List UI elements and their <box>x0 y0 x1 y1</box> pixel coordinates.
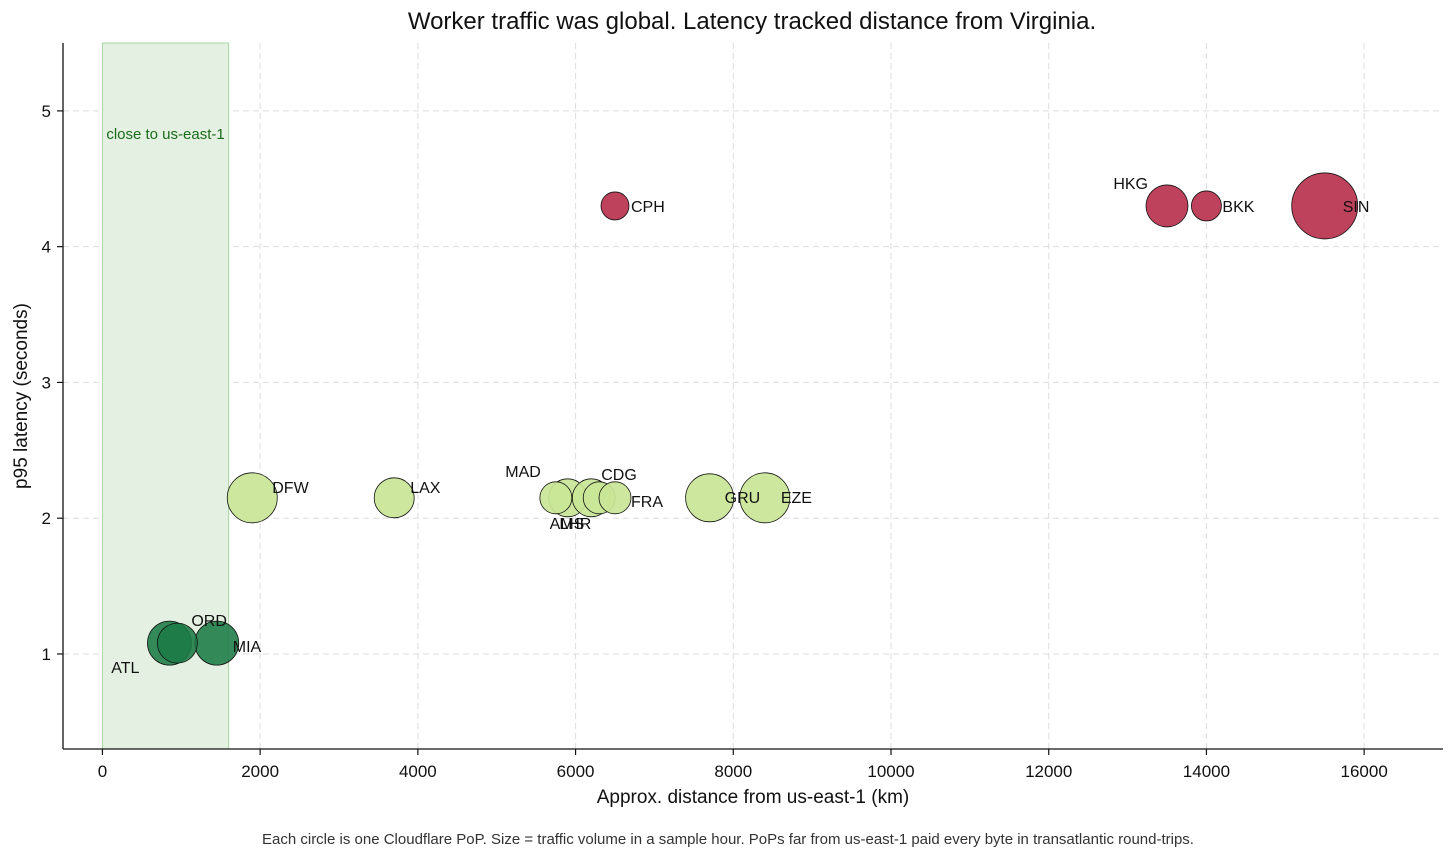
point-label-dfw: DFW <box>272 480 309 497</box>
point-label-bkk: BKK <box>1222 199 1254 216</box>
x-tick-label: 14000 <box>1183 762 1230 781</box>
point-hkg <box>1145 184 1189 228</box>
chart-title: Worker traffic was global. Latency track… <box>407 8 1097 35</box>
x-tick-label: 8000 <box>714 762 752 781</box>
point-gru <box>685 473 735 523</box>
point-label-ams: AMS <box>550 516 585 533</box>
point-ord <box>156 622 198 664</box>
point-bkk <box>1191 190 1222 222</box>
x-tick-label: 0 <box>98 762 107 781</box>
point-label-sin: SIN <box>1343 199 1370 216</box>
point-cph <box>600 191 630 221</box>
y-axis-label: p95 latency (seconds) <box>11 303 32 489</box>
chart-caption: Each circle is one Cloudflare PoP. Size … <box>262 831 1194 848</box>
y-tick-label: 2 <box>42 509 51 528</box>
point-label-cph: CPH <box>631 199 665 216</box>
x-tick-label: 4000 <box>399 762 437 781</box>
point-dfw <box>226 472 278 524</box>
x-tick-label: 10000 <box>867 762 914 781</box>
point-label-lhr: LHR <box>559 516 591 533</box>
near-band-label: close to us-east-1 <box>106 126 224 143</box>
point-mad <box>539 481 573 515</box>
y-tick-label: 3 <box>42 373 51 392</box>
point-label-hkg: HKG <box>1113 176 1148 193</box>
grid-layer <box>63 43 1443 749</box>
x-tick-label: 12000 <box>1025 762 1072 781</box>
points-layer <box>147 172 1359 666</box>
y-tick-label: 4 <box>42 238 51 257</box>
point-label-mia: MIA <box>233 639 262 656</box>
point-label-gru: GRU <box>725 490 761 507</box>
point-label-lax: LAX <box>410 480 441 497</box>
point-label-eze: EZE <box>781 490 812 507</box>
point-fra <box>598 481 632 515</box>
y-tick-label: 5 <box>42 102 51 121</box>
point-eze <box>739 472 791 524</box>
point-sin <box>1291 172 1359 240</box>
x-axis-label: Approx. distance from us-east-1 (km) <box>597 787 910 808</box>
x-tick-label: 2000 <box>241 762 279 781</box>
point-label-mad: MAD <box>505 464 541 481</box>
y-tick-label: 1 <box>42 645 51 664</box>
ticks-layer: 0 2000 4000 6000 8000 10000 12000 14000 16000 1 2 3… <box>42 102 1388 781</box>
x-tick-label: 6000 <box>557 762 595 781</box>
point-label-ord: ORD <box>191 613 227 630</box>
point-label-cdg: CDG <box>601 467 637 484</box>
point-label-atl: ATL <box>111 660 139 677</box>
axes-layer <box>62 43 1443 750</box>
x-tick-label: 16000 <box>1341 762 1388 781</box>
point-label-fra: FRA <box>631 494 663 511</box>
point-lax <box>373 477 415 519</box>
